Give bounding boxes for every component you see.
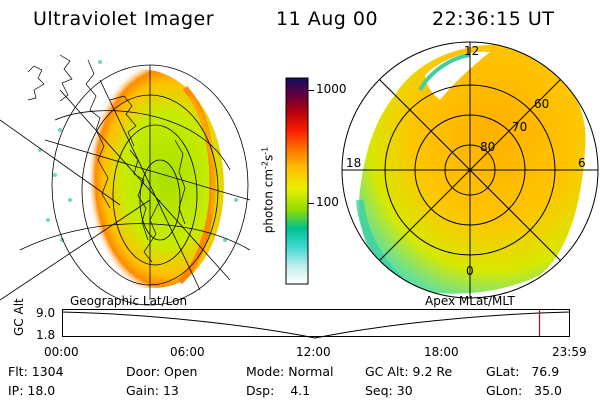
flt-info: Flt: 1304 bbox=[8, 364, 64, 379]
flt-value: 1304 bbox=[31, 364, 64, 379]
polar-image bbox=[341, 41, 599, 299]
altitude-ytick-top: 9.0 bbox=[36, 306, 56, 320]
altitude-curve bbox=[61, 309, 571, 339]
glat-value: 76.9 bbox=[531, 364, 560, 379]
glon-info: GLon: 35.0 bbox=[486, 383, 562, 398]
glon-value: 35.0 bbox=[534, 383, 562, 398]
door-info: Door: Open bbox=[126, 364, 198, 379]
gcalt-value: 9.2 Re bbox=[412, 364, 453, 379]
glat-info: GLat: 76.9 bbox=[486, 364, 560, 379]
altitude-xtick-4: 23:59 bbox=[552, 345, 587, 359]
geographic-panel-label: Geographic Lat/Lon bbox=[70, 294, 188, 308]
colorbar-tick-1000 bbox=[308, 90, 314, 91]
colorbar-tick-100 bbox=[308, 203, 314, 204]
seq-info: Seq: 30 bbox=[365, 383, 413, 398]
mlt-label-12: 12 bbox=[464, 44, 480, 58]
altitude-xtick-3: 18:00 bbox=[424, 345, 459, 359]
geographic-image bbox=[0, 54, 251, 306]
altitude-plot-frame bbox=[62, 309, 570, 337]
colorbar-gradient bbox=[285, 77, 309, 285]
colorbar-units-label: photon cm-2s-1 bbox=[260, 146, 276, 234]
mlt-label-0: 0 bbox=[466, 264, 474, 278]
altitude-xtick-0: 00:00 bbox=[44, 345, 79, 359]
gain-info: Gain: 13 bbox=[126, 383, 179, 398]
instrument-title: Ultraviolet Imager bbox=[33, 8, 215, 30]
polar-panel-label: Apex MLat/MLT bbox=[425, 294, 515, 308]
altitude-xtick-1: 06:00 bbox=[170, 345, 205, 359]
mlt-label-18: 18 bbox=[346, 156, 362, 170]
mlat-label-70: 70 bbox=[512, 120, 528, 134]
mlt-label-6: 6 bbox=[578, 156, 586, 170]
observation-time: 22:36:15 UT bbox=[432, 8, 555, 30]
altitude-ylabel: GC Alt bbox=[12, 298, 26, 336]
mlat-label-60: 60 bbox=[534, 97, 550, 111]
altitude-ytick-bottom: 1.8 bbox=[36, 328, 56, 342]
ip-info: IP: 18.0 bbox=[8, 383, 56, 398]
gain-value: 13 bbox=[162, 383, 179, 398]
dsp-value: 4.1 bbox=[290, 383, 311, 398]
colorbar-label-1000: 1000 bbox=[316, 82, 347, 96]
observation-date: 11 Aug 00 bbox=[276, 8, 379, 30]
gcalt-info: GC Alt: 9.2 Re bbox=[365, 364, 453, 379]
seq-value: 30 bbox=[396, 383, 413, 398]
colorbar-label-100: 100 bbox=[316, 195, 339, 209]
ip-value: 18.0 bbox=[27, 383, 56, 398]
mlat-label-80: 80 bbox=[480, 140, 496, 154]
door-value: Open bbox=[164, 364, 198, 379]
dsp-info: Dsp: 4.1 bbox=[246, 383, 311, 398]
altitude-xtick-2: 12:00 bbox=[296, 345, 331, 359]
mode-value: Normal bbox=[288, 364, 334, 379]
mode-info: Mode: Normal bbox=[246, 364, 334, 379]
